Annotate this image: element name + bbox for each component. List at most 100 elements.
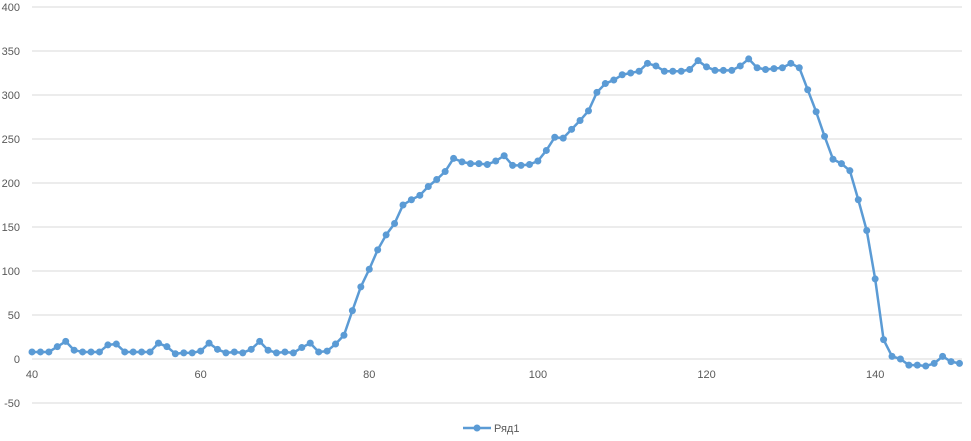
y-tick-label: 400 bbox=[2, 2, 20, 14]
data-point bbox=[913, 361, 921, 369]
data-point bbox=[955, 359, 963, 367]
data-point bbox=[584, 107, 592, 115]
data-point bbox=[568, 125, 576, 133]
data-point bbox=[138, 348, 146, 356]
data-point bbox=[652, 62, 660, 70]
data-point bbox=[745, 55, 753, 63]
data-point bbox=[703, 63, 711, 71]
data-point bbox=[154, 339, 162, 347]
y-tick-label: 150 bbox=[2, 222, 20, 234]
data-point bbox=[728, 66, 736, 74]
data-point bbox=[509, 161, 517, 169]
data-point bbox=[247, 345, 255, 353]
data-point bbox=[846, 167, 854, 175]
data-point bbox=[87, 348, 95, 356]
data-point bbox=[45, 348, 53, 356]
data-point bbox=[787, 59, 795, 67]
y-tick-label: 200 bbox=[2, 178, 20, 190]
x-tick-label: 100 bbox=[529, 369, 547, 381]
data-point bbox=[458, 158, 466, 166]
data-point bbox=[500, 152, 508, 160]
data-point bbox=[230, 348, 238, 356]
data-point bbox=[332, 340, 340, 348]
data-point bbox=[273, 349, 281, 357]
data-point bbox=[492, 157, 500, 165]
data-point bbox=[922, 362, 930, 370]
data-point bbox=[53, 343, 61, 351]
y-tick-label: -50 bbox=[4, 398, 20, 410]
data-point bbox=[163, 343, 171, 351]
data-point bbox=[197, 347, 205, 355]
data-point bbox=[542, 146, 550, 154]
data-point bbox=[686, 65, 694, 73]
data-point bbox=[947, 358, 955, 366]
data-point bbox=[205, 339, 213, 347]
data-point bbox=[391, 219, 399, 227]
data-point bbox=[770, 65, 778, 73]
y-tick-label: 50 bbox=[8, 310, 20, 322]
data-point bbox=[930, 359, 938, 367]
data-point bbox=[719, 66, 727, 74]
data-point bbox=[939, 352, 947, 360]
data-point bbox=[365, 265, 373, 273]
data-point bbox=[112, 340, 120, 348]
data-point bbox=[525, 161, 533, 169]
data-point bbox=[340, 331, 348, 339]
data-point bbox=[171, 350, 179, 358]
data-point bbox=[213, 345, 221, 353]
data-point bbox=[239, 349, 247, 357]
data-point bbox=[559, 134, 567, 142]
legend-marker-swatch bbox=[473, 424, 481, 432]
data-point bbox=[146, 348, 154, 356]
data-point bbox=[129, 348, 137, 356]
data-point bbox=[281, 348, 289, 356]
data-point bbox=[62, 337, 70, 345]
data-point bbox=[36, 348, 44, 356]
data-point bbox=[517, 161, 525, 169]
data-point bbox=[450, 154, 458, 162]
data-point bbox=[399, 201, 407, 209]
y-axis-tick-labels: -50 0 50 100 150 200 250 300 350 400 bbox=[2, 2, 20, 410]
data-point bbox=[79, 348, 87, 356]
data-point bbox=[593, 88, 601, 96]
data-point bbox=[863, 227, 871, 235]
gridlines bbox=[32, 6, 962, 404]
data-point bbox=[433, 175, 441, 183]
data-point bbox=[180, 349, 188, 357]
y-tick-label: 350 bbox=[2, 46, 20, 58]
data-point bbox=[534, 157, 542, 165]
data-point bbox=[804, 86, 812, 94]
data-point bbox=[576, 117, 584, 125]
x-tick-label: 140 bbox=[866, 369, 884, 381]
data-point bbox=[416, 191, 424, 199]
data-point bbox=[627, 69, 635, 77]
data-point bbox=[896, 355, 904, 363]
y-tick-label: 100 bbox=[2, 266, 20, 278]
y-tick-label: 250 bbox=[2, 134, 20, 146]
data-point bbox=[28, 348, 36, 356]
data-point bbox=[829, 155, 837, 163]
series-line bbox=[32, 57, 960, 368]
data-point bbox=[222, 349, 230, 357]
data-point bbox=[905, 361, 913, 369]
data-point bbox=[374, 246, 382, 254]
data-point bbox=[441, 168, 449, 176]
data-point bbox=[104, 341, 112, 349]
data-point bbox=[669, 67, 677, 75]
x-tick-label: 80 bbox=[363, 369, 375, 381]
data-point bbox=[711, 66, 719, 74]
data-point bbox=[121, 348, 129, 356]
data-point bbox=[677, 67, 685, 75]
data-point bbox=[871, 275, 879, 283]
data-point bbox=[188, 349, 196, 357]
data-point bbox=[694, 57, 702, 65]
data-point bbox=[315, 348, 323, 356]
data-point bbox=[812, 108, 820, 116]
data-point bbox=[256, 337, 264, 345]
data-point bbox=[644, 59, 652, 67]
x-tick-label: 60 bbox=[195, 369, 207, 381]
data-point bbox=[483, 161, 491, 169]
data-point bbox=[323, 347, 331, 355]
x-axis-tick-labels: 40 60 80 100 120 140 bbox=[26, 369, 884, 381]
data-point bbox=[888, 352, 896, 360]
